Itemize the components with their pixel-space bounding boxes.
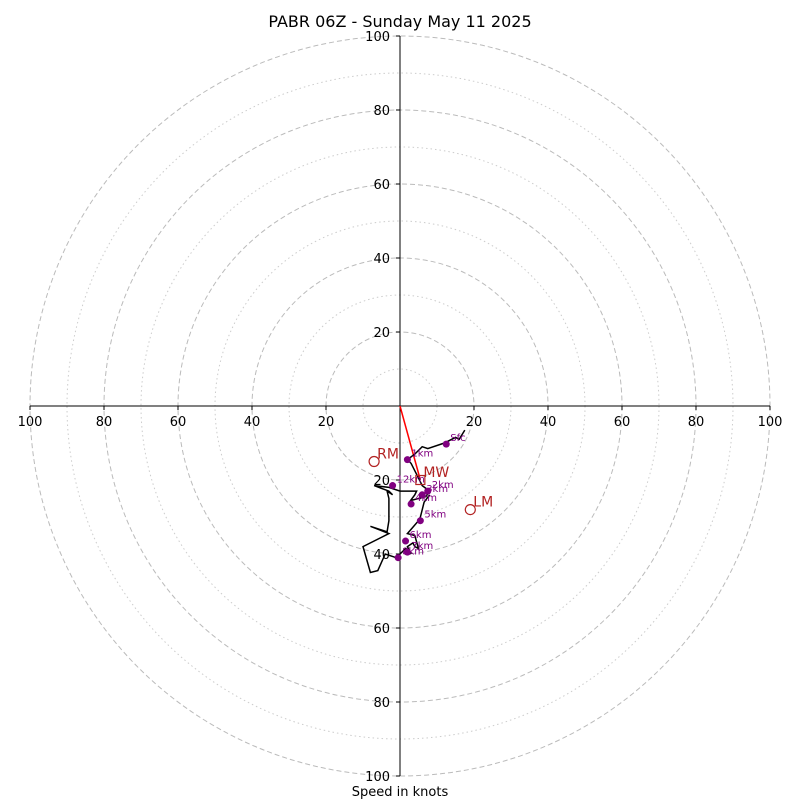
x-tick-label: 20	[318, 415, 335, 430]
x-axis-title: Speed in knots	[352, 785, 449, 800]
height-label-7km: 7km	[411, 541, 433, 552]
y-tick-label: 40	[373, 252, 390, 267]
chart-title: PABR 06Z - Sunday May 11 2025	[268, 12, 531, 31]
height-marker-12km	[389, 482, 397, 490]
height-label-5km: 5km	[424, 510, 446, 521]
height-marker-2km	[424, 487, 432, 495]
height-label-sfc: Sfc	[450, 433, 465, 444]
height-marker-7km	[403, 548, 411, 556]
height-label-3km: 3km	[426, 484, 448, 495]
x-tick-label: 100	[758, 415, 783, 430]
x-tick-label: 40	[244, 415, 261, 430]
x-tick-label: 80	[96, 415, 113, 430]
x-tick-label: 40	[540, 415, 557, 430]
storm-motion-rm-label: RM	[377, 447, 399, 463]
x-tick-label: 20	[466, 415, 483, 430]
y-tick-label: 80	[373, 104, 390, 119]
storm-motion-mw-label: MW	[423, 465, 449, 481]
y-tick-label: 80	[373, 696, 390, 711]
y-tick-label: 40	[373, 548, 390, 563]
x-tick-label: 60	[170, 415, 187, 430]
bunkers-vector-group	[399, 405, 422, 481]
height-label-4km: 4km	[415, 493, 437, 504]
height-label-12km: 12km	[397, 475, 425, 486]
storm-motion-group: RM LM MW	[368, 447, 493, 516]
height-label-1km: 1km	[411, 449, 433, 460]
hodograph-trace-line	[362, 429, 466, 574]
storm-motion-lm-marker	[464, 504, 476, 516]
storm-motion-lm-label: LM	[473, 495, 493, 511]
height-marker-5km	[416, 517, 424, 525]
x-tick-label: 60	[614, 415, 631, 430]
height-label-2km: 2km	[432, 480, 454, 491]
y-tick-label: 20	[373, 326, 390, 341]
height-marker-sfc	[442, 440, 450, 448]
x-tick-label: 80	[688, 415, 705, 430]
y-tick-label: 60	[373, 178, 390, 193]
y-tick-label: 100	[365, 30, 390, 45]
height-label-8km: 8km	[402, 547, 424, 558]
height-label-6km: 6km	[410, 530, 432, 541]
y-tick-label: 60	[373, 622, 390, 637]
height-marker-6km	[402, 537, 410, 545]
height-marker-4km	[407, 500, 415, 508]
x-tick-label: 100	[18, 415, 43, 430]
height-marker-3km	[418, 491, 426, 499]
storm-motion-mw-marker	[415, 474, 426, 486]
y-tick-label: 20	[373, 474, 390, 489]
axis-ticks: 100 80 60 40 20 20 40 60 80 100 100 80 60 40 20 20 40 60 8…	[18, 30, 783, 785]
storm-motion-rm-marker	[368, 455, 380, 468]
hodograph-trace-group	[362, 429, 466, 574]
height-marker-1km	[403, 456, 411, 464]
y-tick-label: 100	[365, 770, 390, 785]
height-marker-8km	[394, 554, 402, 562]
bunkers-vector-line	[399, 405, 422, 481]
